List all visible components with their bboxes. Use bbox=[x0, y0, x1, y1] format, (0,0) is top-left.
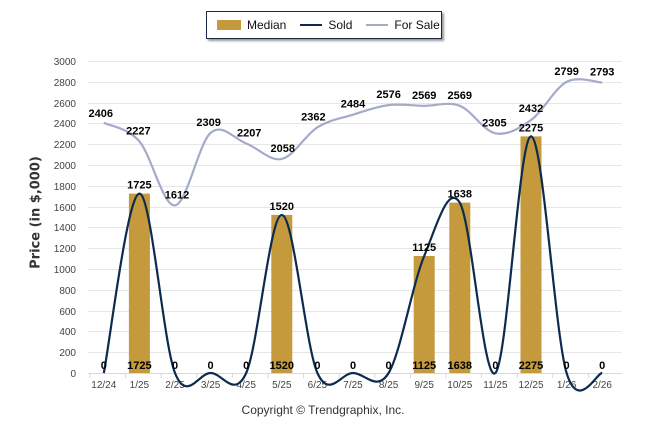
median-bar bbox=[449, 202, 471, 373]
x-tick-label: 2/25 bbox=[165, 380, 185, 391]
y-tick-label: 800 bbox=[59, 286, 76, 297]
sold-data-label: 0 bbox=[386, 360, 392, 372]
x-tick-label: 2/26 bbox=[592, 380, 612, 391]
for-sale-data-label: 1612 bbox=[165, 189, 189, 201]
for-sale-data-label: 2207 bbox=[237, 127, 261, 139]
for-sale-data-label: 2362 bbox=[301, 111, 325, 123]
sold-data-label: 1125 bbox=[412, 360, 436, 372]
sold-data-label: 2275 bbox=[519, 360, 543, 372]
y-tick-label: 2600 bbox=[54, 99, 77, 110]
legend-label-median: Median bbox=[247, 18, 287, 32]
sold-data-label: 0 bbox=[350, 360, 356, 372]
legend-item-median[interactable]: Median bbox=[217, 18, 286, 32]
x-tick-label: 11/25 bbox=[483, 380, 508, 391]
y-tick-label: 1200 bbox=[54, 244, 77, 255]
median-data-label: 1125 bbox=[412, 242, 436, 254]
x-tick-label: 1/26 bbox=[557, 380, 577, 391]
y-tick-label: 2200 bbox=[54, 140, 77, 151]
median-bar bbox=[271, 214, 293, 373]
y-tick-label: 2800 bbox=[54, 78, 77, 89]
legend: Median Sold For Sale bbox=[206, 11, 442, 39]
sold-data-label: 0 bbox=[172, 360, 178, 372]
y-tick-label: 1400 bbox=[54, 223, 77, 234]
legend-label-for-sale: For Sale bbox=[394, 18, 440, 32]
for-sale-data-label: 2799 bbox=[554, 66, 578, 78]
y-axis-ticks: 0 200 400 600 800 1000 1200 1400 1600 1800 2000 220… bbox=[54, 57, 77, 380]
sold-data-label: 0 bbox=[101, 360, 107, 372]
y-tick-label: 1000 bbox=[54, 265, 77, 276]
x-tick-label: 9/25 bbox=[414, 380, 434, 391]
sold-data-label: 0 bbox=[314, 360, 320, 372]
x-tick-label: 10/25 bbox=[447, 380, 472, 391]
for-sale-swatch bbox=[366, 24, 389, 26]
sold-line bbox=[102, 135, 603, 392]
x-tick-label: 12/24 bbox=[91, 380, 116, 391]
median-bar bbox=[128, 193, 150, 373]
y-tick-label: 400 bbox=[59, 327, 76, 338]
for-sale-data-label: 2484 bbox=[341, 99, 366, 111]
sold-data-label: 1638 bbox=[448, 360, 472, 372]
y-tick-label: 3000 bbox=[54, 57, 77, 68]
legend-item-sold[interactable]: Sold bbox=[300, 18, 352, 32]
for-sale-data-label: 2576 bbox=[376, 89, 400, 101]
sold-data-label: 0 bbox=[599, 360, 605, 372]
copyright: Copyright © Trendgraphix, Inc. bbox=[241, 403, 405, 417]
median-swatch bbox=[217, 20, 241, 30]
y-axis-label: Price (in $,000) bbox=[28, 156, 44, 269]
median-data-label: 2275 bbox=[519, 122, 543, 134]
median-data-label: 1638 bbox=[448, 189, 472, 201]
y-tick-label: 1600 bbox=[54, 203, 77, 214]
sold-data-label: 0 bbox=[492, 360, 498, 372]
sold-data-label: 0 bbox=[243, 360, 249, 372]
for-sale-data-label: 2058 bbox=[271, 143, 295, 155]
y-tick-label: 200 bbox=[59, 348, 76, 359]
data-labels: 2406 2227 1612 2309 2207 2058 2362 2484 2576 2569… bbox=[89, 66, 615, 372]
x-tick-label: 1/25 bbox=[130, 380, 150, 391]
x-tick-label: 3/25 bbox=[201, 380, 221, 391]
median-bars bbox=[128, 136, 542, 373]
legend-label-sold: Sold bbox=[328, 18, 353, 32]
for-sale-data-label: 2569 bbox=[412, 90, 436, 102]
x-axis-ticks: 12/24 1/25 2/25 3/25 4/25 5/25 6/25 7/25 8/25 9/2… bbox=[89, 373, 612, 391]
x-tick-label: 4/25 bbox=[236, 380, 256, 391]
for-sale-line bbox=[103, 78, 603, 207]
series-lines bbox=[102, 78, 603, 392]
median-data-label: 1520 bbox=[270, 201, 294, 213]
y-tick-label: 2000 bbox=[54, 161, 77, 172]
y-tick-label: 600 bbox=[59, 307, 76, 318]
sold-data-label: 1725 bbox=[127, 360, 151, 372]
sold-data-label: 0 bbox=[564, 360, 570, 372]
median-bar bbox=[520, 136, 542, 373]
for-sale-data-label: 2406 bbox=[89, 108, 113, 120]
legend-item-for-sale[interactable]: For Sale bbox=[366, 18, 440, 32]
median-data-label: 1725 bbox=[127, 180, 151, 192]
sold-data-label: 1520 bbox=[270, 360, 294, 372]
for-sale-data-label: 2305 bbox=[482, 117, 506, 129]
y-tick-label: 0 bbox=[70, 369, 76, 380]
for-sale-data-label: 2569 bbox=[448, 90, 472, 102]
grid-lines bbox=[88, 61, 622, 374]
x-tick-label: 8/25 bbox=[379, 380, 399, 391]
for-sale-data-label: 2432 bbox=[519, 103, 543, 115]
sold-swatch bbox=[300, 24, 323, 26]
for-sale-data-label: 2309 bbox=[196, 117, 220, 129]
y-tick-label: 1800 bbox=[54, 182, 77, 193]
x-tick-label: 12/25 bbox=[518, 380, 543, 391]
sold-data-label: 0 bbox=[208, 360, 214, 372]
x-tick-label: 5/25 bbox=[272, 380, 292, 391]
x-tick-label: 6/25 bbox=[308, 380, 328, 391]
y-tick-label: 2400 bbox=[54, 119, 77, 130]
median-bar bbox=[413, 256, 435, 373]
for-sale-data-label: 2793 bbox=[590, 67, 614, 79]
for-sale-data-label: 2227 bbox=[126, 125, 150, 137]
x-tick-label: 7/25 bbox=[343, 380, 363, 391]
